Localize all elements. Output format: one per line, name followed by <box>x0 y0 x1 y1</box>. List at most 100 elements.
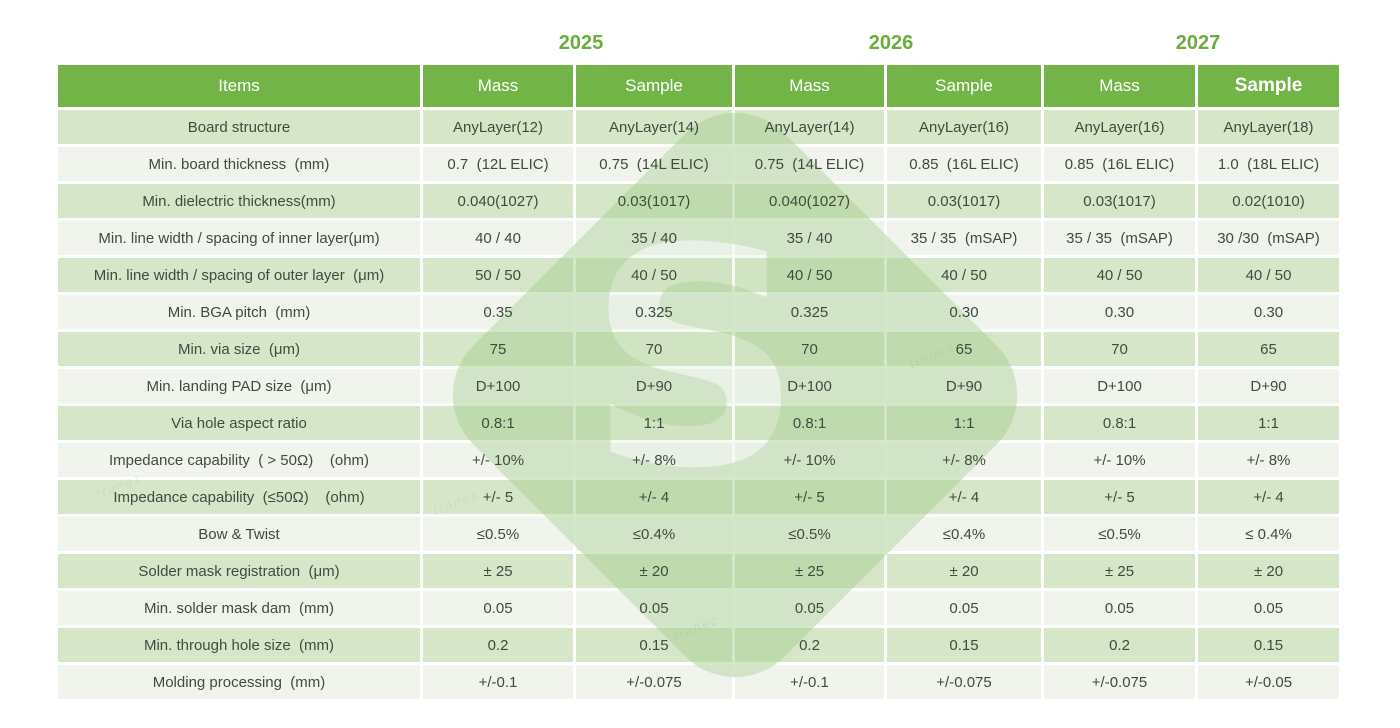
cell: 65 <box>1198 332 1339 366</box>
cell: 0.8:1 <box>1044 406 1195 440</box>
cell: 0.03(1017) <box>887 184 1041 218</box>
col-header-sample-2026: Sample <box>887 65 1041 107</box>
cell: 0.05 <box>735 591 884 625</box>
year-label-2027: 2027 <box>1175 32 1221 54</box>
cell: AnyLayer(14) <box>735 110 884 144</box>
cell: 50 / 50 <box>423 258 573 292</box>
table-row: Impedance capability ( > 50Ω) (ohm) +/- … <box>58 443 1339 477</box>
cell: ± 20 <box>576 554 732 588</box>
cell: ± 20 <box>887 554 1041 588</box>
cell: 0.15 <box>887 628 1041 662</box>
row-label: Via hole aspect ratio <box>58 406 420 440</box>
cell: 0.2 <box>423 628 573 662</box>
cell: 0.30 <box>1044 295 1195 329</box>
cell: ≤0.5% <box>423 517 573 551</box>
col-header-sample-2025: Sample <box>576 65 732 107</box>
cell: D+90 <box>576 369 732 403</box>
col-header-mass-2025: Mass <box>423 65 573 107</box>
cell: +/- 8% <box>1198 443 1339 477</box>
cell: +/-0.1 <box>423 665 573 699</box>
cell: 0.2 <box>735 628 884 662</box>
cell: 0.7 (12L ELIC) <box>423 147 573 181</box>
cell: 35 / 35 (mSAP) <box>1044 221 1195 255</box>
table-row: Bow & Twist ≤0.5% ≤0.4% ≤0.5% ≤0.4% ≤0.5… <box>58 517 1339 551</box>
items-header: Items <box>58 65 420 107</box>
row-label: Impedance capability (≤50Ω) (ohm) <box>58 480 420 514</box>
cell: 0.15 <box>1198 628 1339 662</box>
cell: 70 <box>1044 332 1195 366</box>
year-label-2025: 2025 <box>558 32 604 54</box>
cell: +/- 4 <box>576 480 732 514</box>
cell: 65 <box>887 332 1041 366</box>
cell: +/-0.075 <box>887 665 1041 699</box>
cell: ± 20 <box>1198 554 1339 588</box>
cell: ≤0.5% <box>1044 517 1195 551</box>
cell: +/-0.075 <box>1044 665 1195 699</box>
cell: D+90 <box>887 369 1041 403</box>
row-label: Min. dielectric thickness(mm) <box>58 184 420 218</box>
cell: ≤ 0.4% <box>1198 517 1339 551</box>
table-row: Min. landing PAD size (μm) D+100 D+90 D+… <box>58 369 1339 403</box>
cell: 0.30 <box>887 295 1041 329</box>
row-label: Min. line width / spacing of inner layer… <box>58 221 420 255</box>
cell: 35 / 40 <box>576 221 732 255</box>
table-row: Min. line width / spacing of inner layer… <box>58 221 1339 255</box>
row-label: Min. landing PAD size (μm) <box>58 369 420 403</box>
cell: 40 / 50 <box>1044 258 1195 292</box>
row-label: Min. line width / spacing of outer layer… <box>58 258 420 292</box>
cell: ± 25 <box>735 554 884 588</box>
table-row: Min. BGA pitch (mm) 0.35 0.325 0.325 0.3… <box>58 295 1339 329</box>
cell: 0.75 (14L ELIC) <box>576 147 732 181</box>
cell: 1:1 <box>1198 406 1339 440</box>
cell: 0.85 (16L ELIC) <box>887 147 1041 181</box>
cell: 1:1 <box>576 406 732 440</box>
cell: 0.2 <box>1044 628 1195 662</box>
cell: +/-0.075 <box>576 665 732 699</box>
header-row: Items Mass Sample Mass Sample Mass Sampl… <box>58 65 1339 107</box>
cell: 35 / 35 (mSAP) <box>887 221 1041 255</box>
cell: 1.0 (18L ELIC) <box>1198 147 1339 181</box>
row-label: Bow & Twist <box>58 517 420 551</box>
cell: AnyLayer(14) <box>576 110 732 144</box>
table-row: Min. via size (μm) 75 70 70 65 70 65 <box>58 332 1339 366</box>
cell: 0.03(1017) <box>1044 184 1195 218</box>
cell: 0.30 <box>1198 295 1339 329</box>
capability-table: Items Mass Sample Mass Sample Mass Sampl… <box>55 62 1342 702</box>
table-row: Board structure AnyLayer(12) AnyLayer(14… <box>58 110 1339 144</box>
cell: 0.8:1 <box>423 406 573 440</box>
cell: 0.35 <box>423 295 573 329</box>
cell: D+100 <box>423 369 573 403</box>
table-row: Min. board thickness (mm) 0.7 (12L ELIC)… <box>58 147 1339 181</box>
cell: 75 <box>423 332 573 366</box>
cell: +/-0.1 <box>735 665 884 699</box>
cell: 40 / 40 <box>423 221 573 255</box>
cell: 40 / 50 <box>887 258 1041 292</box>
cell: 1:1 <box>887 406 1041 440</box>
cell: +/- 10% <box>735 443 884 477</box>
cell: +/- 5 <box>423 480 573 514</box>
cell: +/- 4 <box>887 480 1041 514</box>
cell: 0.02(1010) <box>1198 184 1339 218</box>
row-label: Molding processing (mm) <box>58 665 420 699</box>
cell: +/- 8% <box>887 443 1041 477</box>
cell: AnyLayer(16) <box>887 110 1041 144</box>
row-label: Min. board thickness (mm) <box>58 147 420 181</box>
cell: 40 / 50 <box>576 258 732 292</box>
cell: +/- 5 <box>735 480 884 514</box>
cell: 40 / 50 <box>735 258 884 292</box>
table-row: Min. solder mask dam (mm) 0.05 0.05 0.05… <box>58 591 1339 625</box>
year-label-2026: 2026 <box>868 32 914 54</box>
row-label: Min. through hole size (mm) <box>58 628 420 662</box>
cell: 40 / 50 <box>1198 258 1339 292</box>
table-row: Min. through hole size (mm) 0.2 0.15 0.2… <box>58 628 1339 662</box>
cell: 0.8:1 <box>735 406 884 440</box>
cell: +/- 10% <box>423 443 573 477</box>
cell: ± 25 <box>423 554 573 588</box>
cell: ≤0.4% <box>576 517 732 551</box>
row-label: Min. solder mask dam (mm) <box>58 591 420 625</box>
row-label: Min. via size (μm) <box>58 332 420 366</box>
col-header-mass-2027: Mass <box>1044 65 1195 107</box>
cell: ≤0.4% <box>887 517 1041 551</box>
cell: ± 25 <box>1044 554 1195 588</box>
